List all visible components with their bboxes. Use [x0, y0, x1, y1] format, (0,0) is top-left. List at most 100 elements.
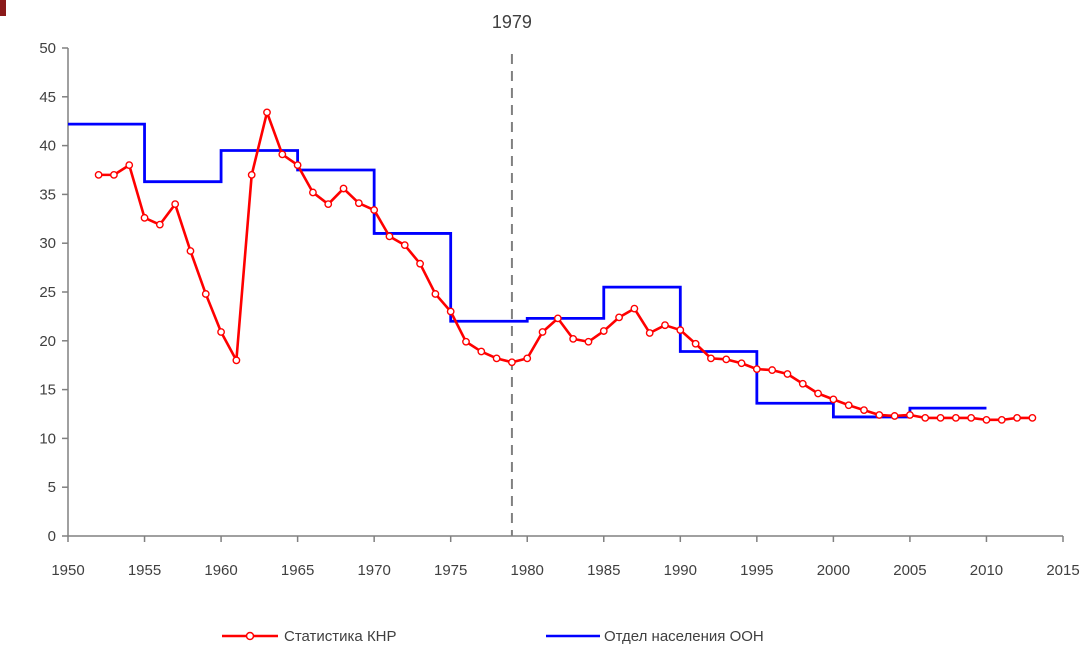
- data-point-china-statistics: [875, 411, 884, 419]
- y-tick-label: 35: [39, 186, 56, 203]
- data-point-china-statistics: [309, 188, 317, 197]
- data-point-china-statistics: [752, 365, 761, 374]
- x-tick-label: 1970: [357, 562, 390, 579]
- data-point-china-statistics: [416, 259, 424, 268]
- x-tick-label: 1985: [587, 562, 620, 579]
- data-point-china-statistics: [783, 370, 792, 378]
- data-point-china-statistics: [1028, 414, 1037, 422]
- data-point-china-statistics: [354, 199, 363, 208]
- data-point-china-statistics: [247, 170, 256, 179]
- data-point-china-statistics: [293, 161, 302, 170]
- data-point-china-statistics: [508, 358, 516, 367]
- data-point-china-statistics: [691, 339, 700, 348]
- x-tick-label: 1950: [51, 562, 84, 579]
- x-tick-label: 1990: [664, 562, 697, 579]
- y-tick-label: 45: [39, 89, 56, 106]
- data-point-china-statistics: [997, 415, 1006, 424]
- data-point-china-statistics: [844, 401, 853, 410]
- data-point-china-statistics: [523, 354, 532, 363]
- y-tick-label: 50: [39, 40, 56, 57]
- corner-mark: [0, 0, 6, 16]
- data-point-china-statistics: [584, 337, 593, 346]
- y-tick-label: 40: [39, 138, 56, 155]
- y-tick-label: 0: [48, 528, 56, 545]
- legend-item-china-statistics: Статистика КНР: [222, 628, 397, 645]
- data-point-china-statistics: [553, 314, 562, 323]
- data-point-china-statistics: [890, 412, 899, 420]
- data-point-china-statistics: [829, 395, 838, 404]
- data-point-china-statistics: [431, 290, 440, 298]
- y-tick-label: 10: [39, 430, 56, 447]
- data-point-china-statistics: [155, 220, 164, 229]
- data-point-china-statistics: [446, 307, 455, 316]
- data-point-china-statistics: [906, 411, 914, 419]
- y-tick-label: 15: [39, 382, 56, 399]
- y-tick-label: 20: [39, 333, 56, 350]
- data-point-china-statistics: [263, 108, 271, 117]
- data-point-china-statistics: [936, 414, 945, 422]
- series-line-un-population-division: [68, 122, 987, 419]
- y-tick-label: 5: [48, 479, 56, 496]
- data-point-china-statistics: [538, 328, 547, 336]
- legend: Статистика КНР Отдел населения ООН: [222, 628, 764, 645]
- data-point-china-statistics: [110, 170, 118, 179]
- legend-item-un-population-division: Отдел населения ООН: [546, 628, 764, 645]
- data-point-china-statistics: [951, 414, 960, 422]
- data-point-china-statistics: [768, 366, 777, 374]
- data-point-china-statistics: [814, 389, 822, 398]
- x-tick-label: 1980: [511, 562, 544, 579]
- x-tick-label: 1975: [434, 562, 467, 579]
- data-point-china-statistics: [125, 161, 134, 170]
- data-point-china-statistics: [569, 334, 578, 343]
- data-point-china-statistics: [201, 290, 210, 298]
- data-point-china-statistics: [676, 326, 685, 334]
- legend-label-un-population-division: Отдел населения ООН: [604, 628, 764, 645]
- data-point-china-statistics: [370, 206, 379, 214]
- annotation-1979: 1979: [492, 12, 532, 536]
- x-tick-label: 2005: [893, 562, 926, 579]
- series-line-china-statistics: [98, 111, 1033, 422]
- data-point-china-statistics: [1013, 414, 1021, 422]
- data-point-china-statistics: [171, 200, 180, 209]
- annotation-label-1979: 1979: [492, 12, 532, 32]
- x-tick-label: 1965: [281, 562, 314, 579]
- data-point-china-statistics: [385, 232, 394, 241]
- y-axis: 0 5 10 15 20 25 30 35 40 45 50: [39, 40, 69, 545]
- y-tick-label: 25: [39, 284, 56, 301]
- data-point-china-statistics: [722, 355, 731, 364]
- data-point-china-statistics: [186, 247, 195, 255]
- x-tick-label: 1995: [740, 562, 773, 579]
- data-point-china-statistics: [217, 328, 225, 336]
- data-point-china-statistics: [462, 337, 470, 346]
- data-point-china-statistics: [707, 354, 715, 363]
- data-point-china-statistics: [630, 304, 639, 313]
- x-tick-label: 2010: [970, 562, 1003, 579]
- x-tick-label: 1955: [128, 562, 161, 579]
- data-point-china-statistics: [921, 414, 930, 422]
- data-point-china-statistics: [860, 406, 868, 414]
- data-point-china-statistics: [94, 170, 103, 179]
- data-point-china-statistics: [982, 415, 991, 424]
- data-point-china-statistics: [324, 200, 333, 209]
- data-point-china-statistics: [400, 241, 409, 250]
- data-point-china-statistics: [661, 321, 669, 330]
- x-tick-label: 2015: [1046, 562, 1079, 579]
- x-axis: 1950 1955 1960 1965 1970 1975 1980 1985 1990 1995…: [51, 535, 1080, 579]
- data-point-china-statistics: [492, 354, 501, 363]
- data-point-china-statistics: [278, 150, 287, 159]
- data-point-china-statistics: [967, 414, 976, 422]
- data-point-china-statistics: [477, 347, 486, 356]
- data-point-china-statistics: [599, 327, 608, 335]
- y-tick-label: 30: [39, 235, 56, 252]
- data-point-china-statistics: [645, 329, 654, 337]
- legend-marker-china-statistics: [245, 631, 255, 641]
- data-point-china-statistics: [339, 184, 348, 193]
- x-tick-label: 2000: [817, 562, 850, 579]
- data-point-china-statistics: [798, 379, 807, 388]
- series-group: [68, 108, 1037, 424]
- x-tick-label: 1960: [204, 562, 237, 579]
- data-point-china-statistics: [615, 313, 623, 322]
- data-point-china-statistics: [737, 359, 746, 368]
- data-point-china-statistics: [232, 356, 241, 365]
